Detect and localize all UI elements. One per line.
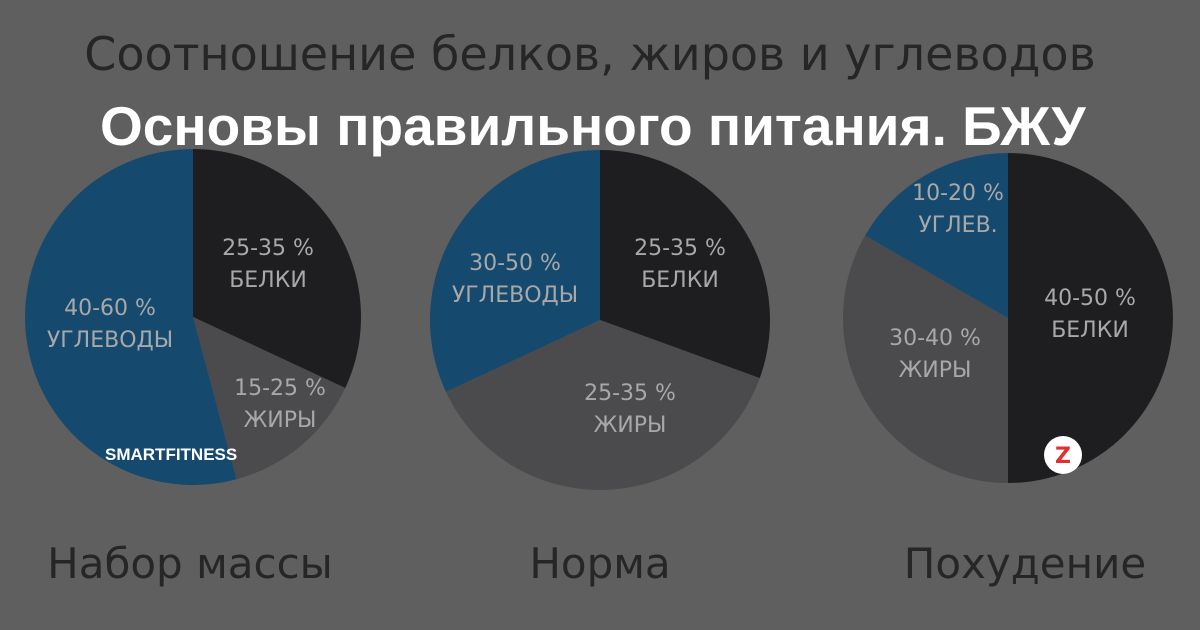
- heading: Соотношение белков, жиров и углеводов: [84, 27, 1095, 81]
- pie-slice: [865, 153, 1008, 318]
- slice-label: ЖИРЫ: [899, 358, 972, 383]
- pie-slice: [445, 320, 760, 490]
- slice-label: УГЛЕВОДЫ: [47, 328, 173, 353]
- pies: 25-35 % БЕЛКИ 15-25 % ЖИРЫ 40-60 % УГЛЕВОДЫ На…: [25, 149, 1173, 588]
- zen-logo[interactable]: [1044, 436, 1082, 474]
- slice-percent: 10-20 %: [912, 181, 1004, 206]
- title: Основы правильного питания. БЖУ: [100, 95, 1086, 157]
- slice-label: ЖИРЫ: [594, 413, 667, 438]
- pie-slice: [843, 235, 1008, 483]
- slice-percent: 30-50 %: [469, 251, 561, 276]
- pie-slice: [600, 150, 770, 379]
- pie-slice: [193, 317, 346, 480]
- pie-slice: [193, 149, 361, 388]
- pie-caption: Похудение: [904, 539, 1146, 588]
- slice-label: УГЛЕВОДЫ: [452, 283, 578, 308]
- zen-logo-mark: Z: [1055, 444, 1071, 469]
- slice-label: УГЛЕВ.: [918, 213, 997, 238]
- pie-slice: [25, 149, 237, 485]
- slice-percent: 15-25 %: [234, 376, 326, 401]
- slice-label: БЕЛКИ: [641, 268, 719, 293]
- pie-slice: [429, 150, 600, 392]
- slice-percent: 30-40 %: [889, 326, 981, 351]
- pie-caption: Набор массы: [47, 539, 333, 588]
- slice-label: ЖИРЫ: [244, 408, 317, 433]
- slice-percent: 25-35 %: [222, 236, 314, 261]
- slice-percent: 25-35 %: [634, 236, 726, 261]
- pie-slice: [1008, 153, 1173, 483]
- slice-percent: 40-50 %: [1044, 286, 1136, 311]
- slice-label: БЕЛКИ: [1051, 318, 1129, 343]
- source: SMARTFITNESS: [105, 445, 238, 464]
- slice-label: БЕЛКИ: [229, 268, 307, 293]
- slice-percent: 40-60 %: [64, 296, 156, 321]
- pie-caption: Норма: [529, 539, 670, 588]
- slice-percent: 25-35 %: [584, 381, 676, 406]
